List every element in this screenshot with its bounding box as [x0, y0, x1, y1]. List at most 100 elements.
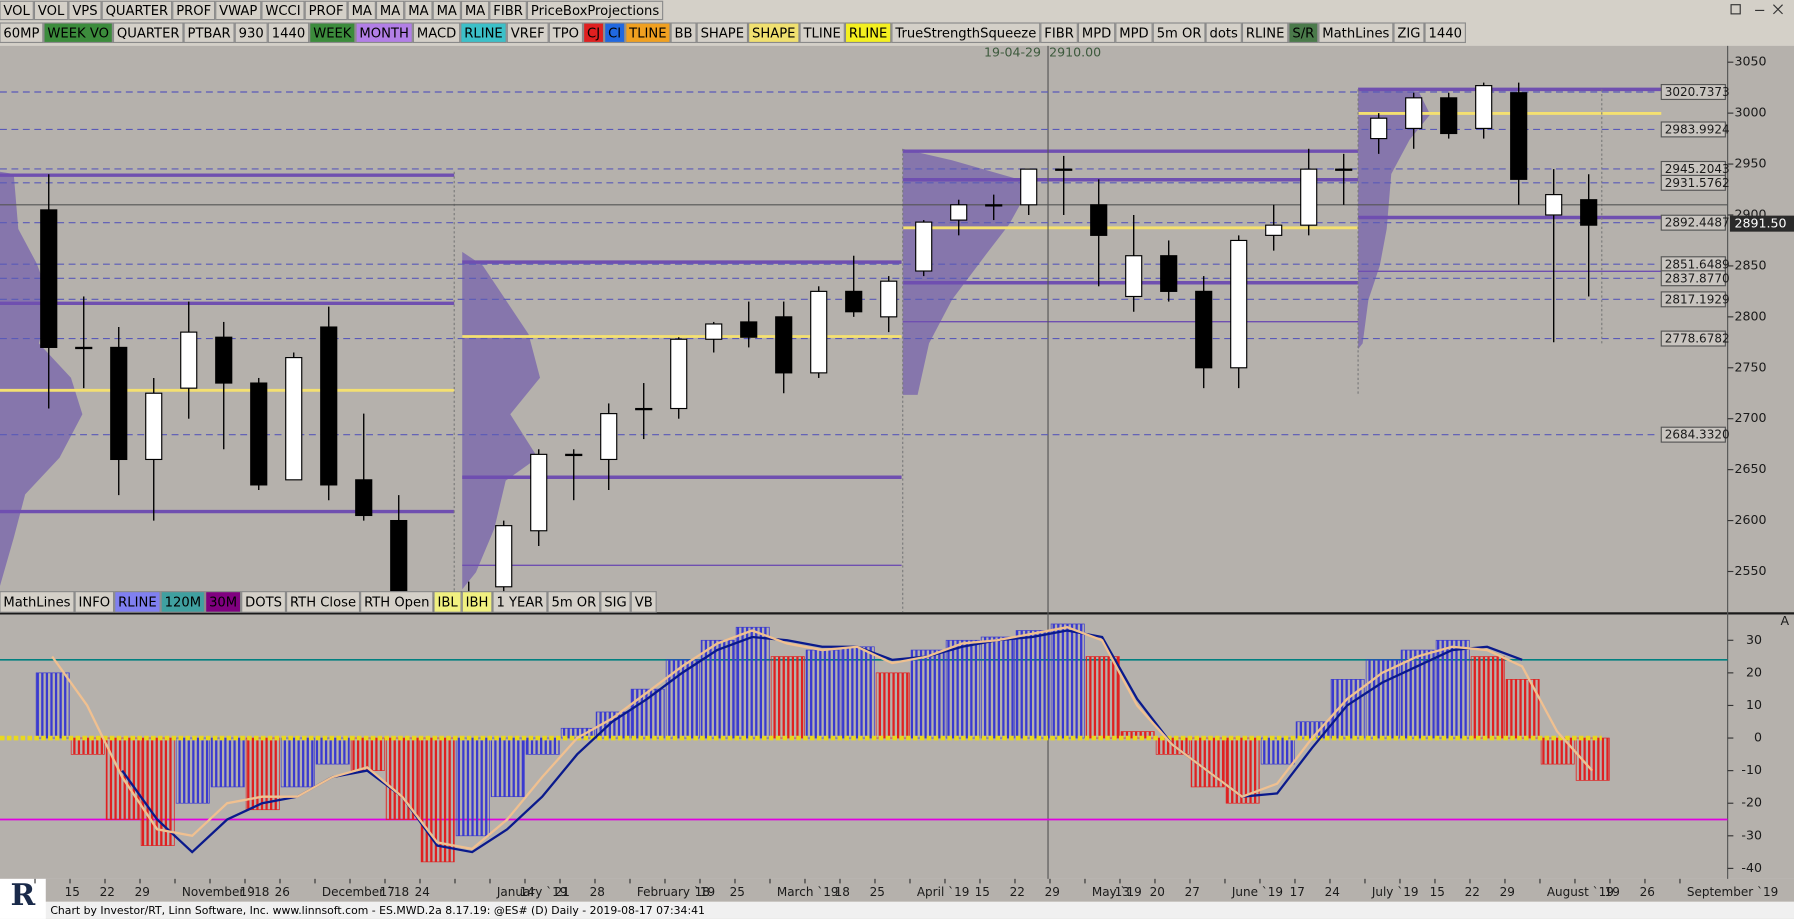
button-face [460, 0, 490, 21]
toolbar-button[interactable]: MA [375, 0, 405, 21]
toolbar-button[interactable]: 1440 [1424, 22, 1466, 44]
toolbar-button[interactable]: FIBR [489, 0, 527, 21]
histogram-bar [770, 656, 805, 739]
toolbar-button[interactable]: MA [460, 0, 490, 21]
toolbar-button[interactable]: dots [1205, 22, 1242, 44]
toolbar-button[interactable]: INFO [74, 591, 115, 613]
toolbar-button[interactable]: 120M [160, 591, 206, 613]
toolbar-button[interactable]: MPD [1077, 22, 1116, 44]
button-face [404, 0, 433, 21]
date-label: 29 [1045, 885, 1060, 899]
window-controls[interactable] [1730, 4, 1783, 15]
toolbar-button[interactable]: CJ [583, 22, 605, 44]
toolbar-button[interactable]: 5m OR [1152, 22, 1206, 44]
toolbar-button[interactable]: MA [347, 0, 376, 21]
button-face [304, 0, 348, 21]
button-label: S/R [1292, 26, 1314, 41]
candle-body [530, 453, 548, 532]
date-label: 26 [275, 885, 290, 899]
date-label: 20 [1150, 885, 1165, 899]
toolbar-button[interactable]: MPD [1115, 22, 1153, 44]
date-label: November `18 [182, 885, 270, 899]
date-label: August `19 [1547, 885, 1614, 899]
toolbar-button[interactable]: 1440 [267, 22, 310, 44]
toolbar-button[interactable]: QUARTER [101, 0, 173, 21]
toolbar-button[interactable]: S/R [1288, 22, 1319, 44]
toolbar-button[interactable]: TLINE [625, 22, 671, 44]
toolbar-button[interactable]: FIBR [1040, 22, 1078, 44]
toolbar-button[interactable]: 1 YEAR [492, 591, 548, 613]
toolbar-button[interactable]: WEEK [309, 22, 356, 44]
toolbar-button[interactable]: QUARTER [112, 22, 184, 44]
histogram-bar [1120, 731, 1155, 739]
toolbar-button[interactable]: 60MP [0, 22, 44, 44]
toolbar-button[interactable]: WEEK VO [43, 22, 113, 44]
toolbar-button[interactable]: 930 [234, 22, 268, 44]
toolbar-button[interactable]: RLINE [114, 591, 161, 613]
button-label: VB [635, 596, 653, 611]
y-tick-label: 2950 [1735, 156, 1767, 171]
toolbar-button[interactable]: PROF [304, 0, 348, 21]
toolbar-button[interactable]: VOL [33, 0, 69, 21]
toolbar-button[interactable]: RTH Open [360, 591, 434, 613]
toolbar-button[interactable]: CI [604, 22, 626, 44]
toolbar-button[interactable]: IBH [461, 591, 493, 613]
toolbar-button[interactable]: PROF [172, 0, 216, 21]
level-label: 2983.9924 [1665, 123, 1730, 137]
toolbar-button[interactable]: BB [670, 22, 697, 44]
candle-body [1300, 168, 1318, 226]
toolbar-button[interactable]: MA [432, 0, 461, 21]
button-label: WEEK [313, 26, 352, 41]
toolbar-button[interactable]: ZIG [1393, 22, 1425, 44]
toolbar-button[interactable]: PTBAR [183, 22, 235, 44]
button-face [1241, 22, 1289, 44]
histogram-bar [630, 688, 665, 739]
toolbar-button[interactable]: RTH Close [285, 591, 361, 613]
toolbar-button[interactable]: VOL [0, 0, 34, 21]
button-face [241, 591, 286, 613]
toolbar-button[interactable]: RLINE [844, 22, 892, 44]
button-face [433, 591, 462, 613]
button-label: MONTH [359, 26, 408, 41]
last-price-label: 2891.50 [1735, 216, 1787, 231]
button-label: VOL [3, 4, 30, 19]
histogram-bar [910, 649, 945, 739]
histogram-bar [490, 737, 525, 798]
button-label: VPS [72, 4, 97, 19]
toolbar-button[interactable]: TrueStrengthSqueeze [891, 22, 1041, 44]
toolbar-button[interactable]: SHAPE [696, 22, 749, 44]
toolbar-button[interactable]: SIG [600, 591, 631, 613]
toolbar-button[interactable]: SHAPE [748, 22, 800, 44]
button-face [375, 0, 405, 21]
button-label: BB [675, 26, 693, 41]
button-label: SHAPE [701, 26, 744, 41]
toolbar-button[interactable]: MACD [412, 22, 461, 44]
level-box [1660, 426, 1726, 443]
toolbar-button[interactable]: RLINE [1241, 22, 1289, 44]
toolbar-button[interactable]: RLINE [460, 22, 507, 44]
toolbar-button[interactable]: WCCI [261, 0, 305, 21]
toolbar-button[interactable]: VREF [506, 22, 549, 44]
toolbar-button[interactable]: TLINE [799, 22, 845, 44]
candle-body [845, 290, 863, 313]
toolbar-button[interactable]: 30M [205, 591, 242, 613]
toolbar-button[interactable]: PriceBoxProjections [526, 0, 664, 21]
button-face [432, 0, 461, 21]
toolbar-button[interactable]: MONTH [355, 22, 413, 44]
toolbar-button[interactable]: VPS [68, 0, 102, 21]
toolbar-button[interactable]: MathLines [0, 591, 75, 613]
histogram-bar [1225, 737, 1260, 804]
button-label: 30M [209, 596, 237, 611]
toolbar-button[interactable]: 5m OR [547, 591, 601, 613]
toolbar-button[interactable]: DOTS [241, 591, 286, 613]
toolbar-button[interactable]: VB [630, 591, 657, 613]
date-label: 15 [65, 885, 80, 899]
toolbar-button[interactable]: MA [404, 0, 433, 21]
toolbar-button[interactable]: TPO [548, 22, 584, 44]
toolbar-button[interactable]: MathLines [1318, 22, 1394, 44]
toolbar-button[interactable]: IBL [433, 591, 462, 613]
button-label: MPD [1119, 26, 1148, 41]
toolbar-button[interactable]: VWAP [215, 0, 262, 21]
level-box [1660, 174, 1726, 191]
button-label: MA [437, 4, 457, 19]
